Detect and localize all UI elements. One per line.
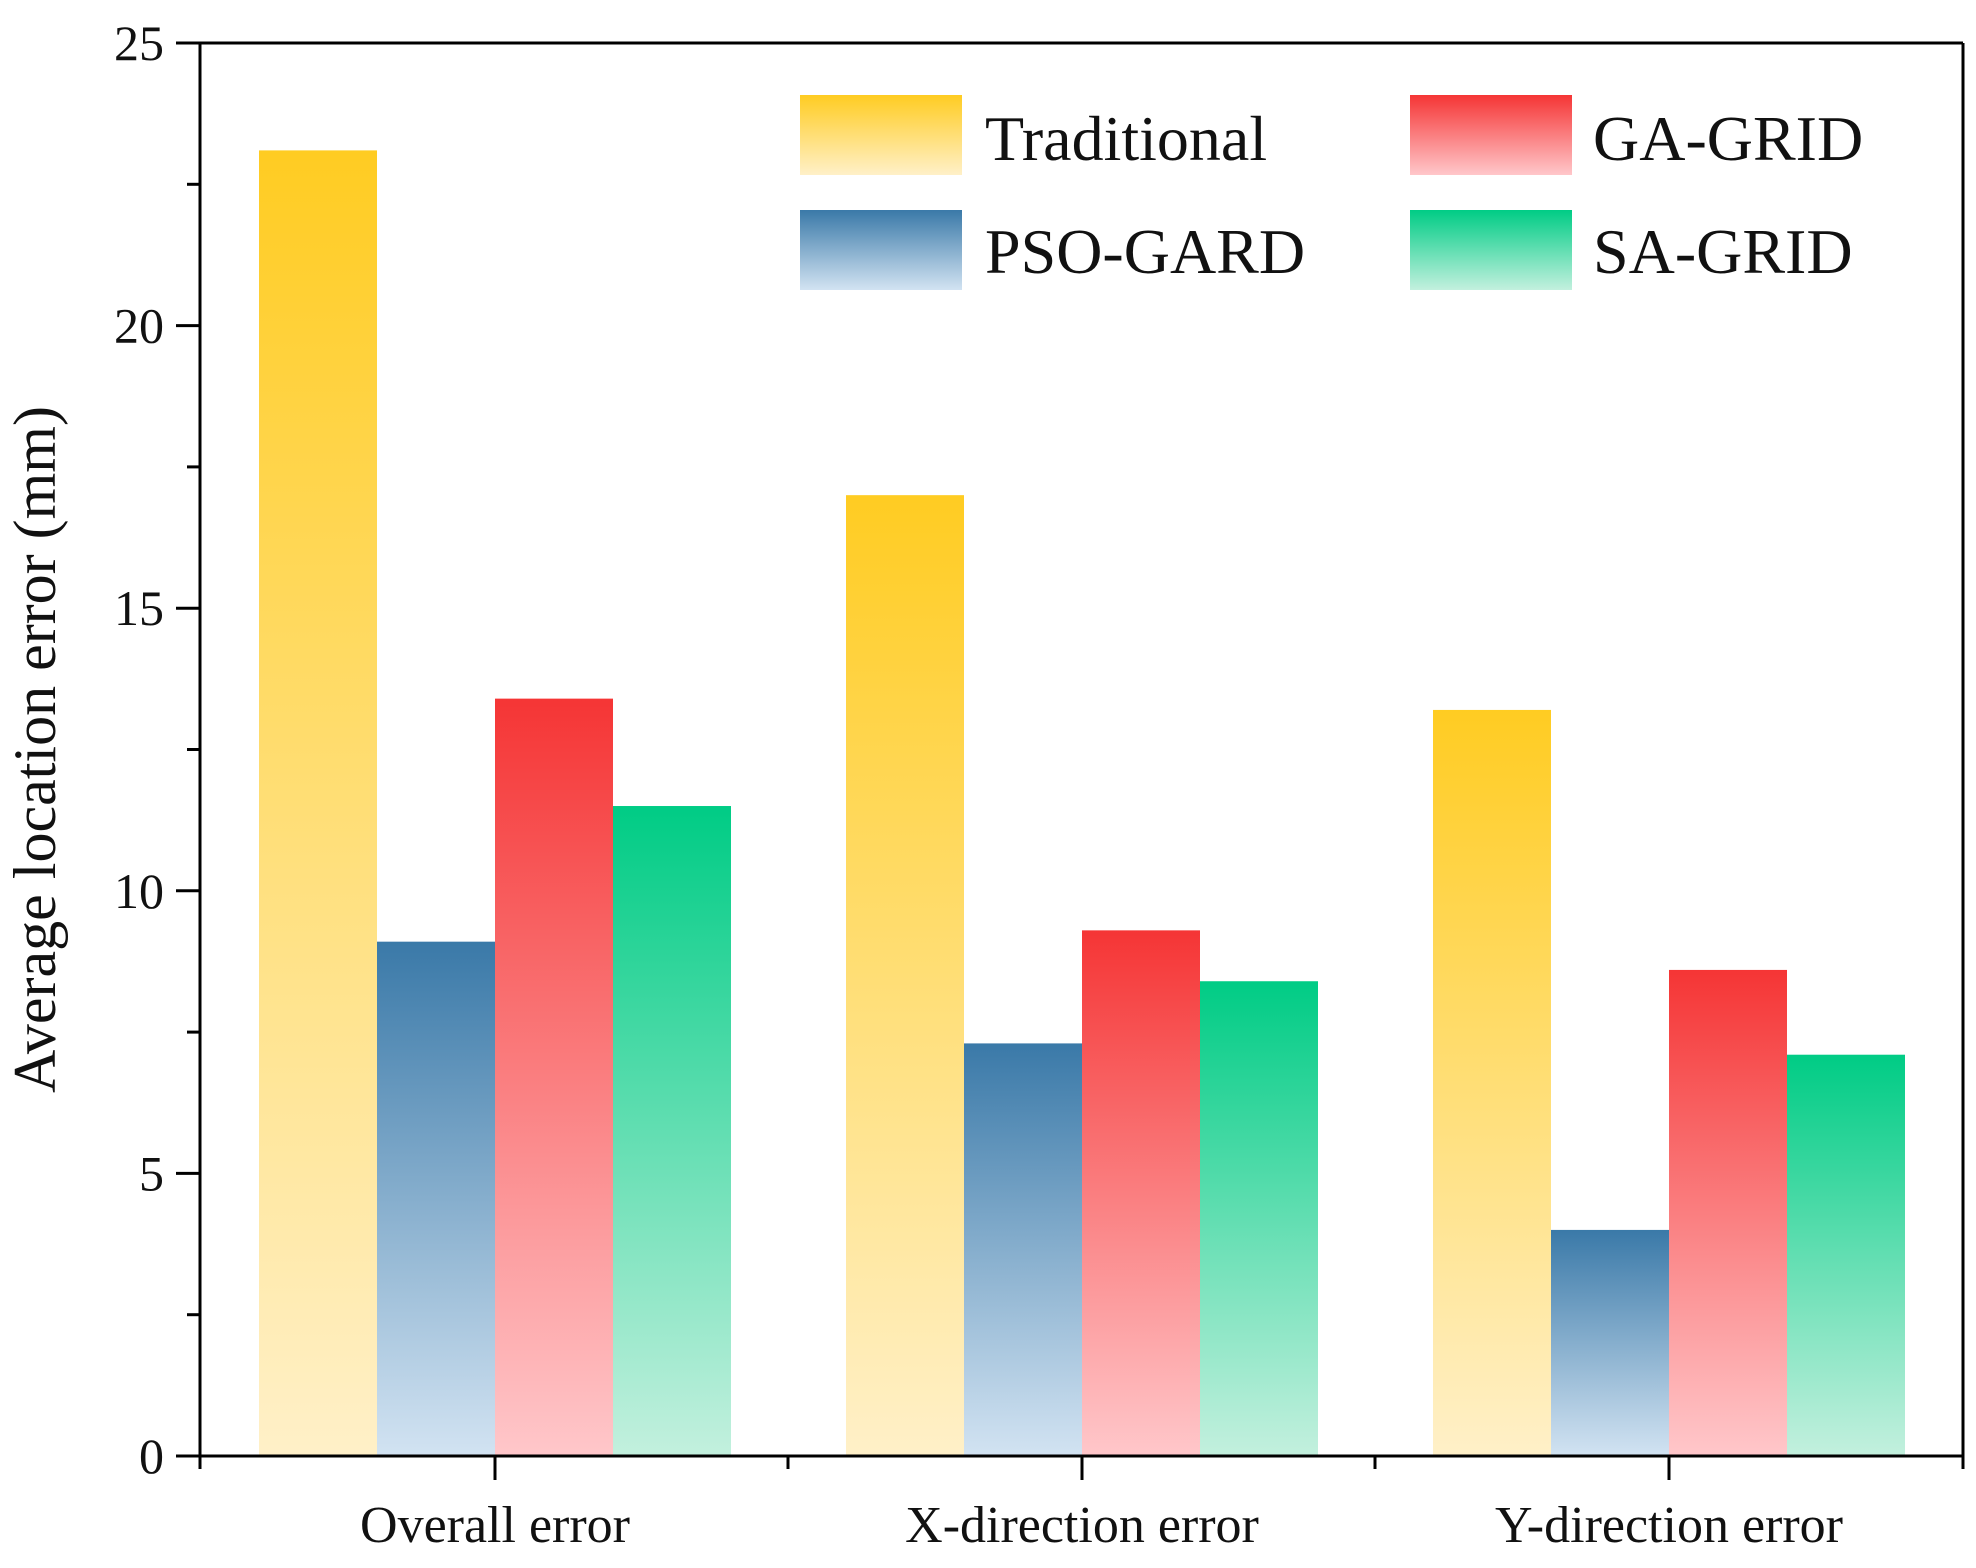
bar-traditional-y-direction-error [1433,709,1551,1456]
x-tick-label-x-direction-error: X-direction error [905,1497,1259,1554]
y-tick-label-0: 0 [139,1428,164,1484]
bar-sa-grid-y-direction-error [1787,1054,1905,1456]
legend-item-sa-grid: SA-GRID [1410,210,1853,290]
y-tick-label-15: 15 [114,580,164,636]
y-tick-label-20: 20 [114,298,164,354]
axes-layer: 0 5 10 15 20 25 Overall error X-direction error… [2,15,1965,1554]
bar-pso-gard-x-direction-error [964,1043,1082,1456]
bar-ga-grid-y-direction-error [1669,969,1787,1456]
x-tick-label-y-direction-error: Y-direction error [1495,1497,1843,1554]
legend-swatch-ga-grid [1410,95,1572,175]
y-tick-label-10: 10 [114,863,164,919]
legend-label-sa-grid: SA-GRID [1593,216,1853,287]
legend-item-pso-gard: PSO-GARD [800,210,1305,290]
bar-ga-grid-x-direction-error [1082,930,1200,1456]
legend-swatch-pso-gard [800,210,962,290]
bar-traditional-overall-error [259,150,377,1457]
bar-traditional-x-direction-error [846,495,964,1456]
y-tick-label-25: 25 [114,15,164,71]
legend-swatch-traditional [800,95,962,175]
bar-sa-grid-x-direction-error [1200,981,1318,1456]
legend-label-traditional: Traditional [985,103,1267,174]
legend-label-ga-grid: GA-GRID [1593,103,1863,174]
y-axis-title: Average location error (mm) [2,406,68,1093]
legend-item-ga-grid: GA-GRID [1410,95,1863,175]
legend-swatch-sa-grid [1410,210,1572,290]
y-tick-label-5: 5 [139,1145,164,1201]
x-tick-label-overall-error: Overall error [360,1497,630,1554]
bar-pso-gard-overall-error [377,941,495,1456]
legend-item-traditional: Traditional [800,95,1267,175]
bars-layer [259,150,1905,1457]
bar-ga-grid-overall-error [495,698,613,1456]
bar-sa-grid-overall-error [613,806,731,1456]
legend-label-pso-gard: PSO-GARD [985,216,1305,287]
legend: Traditional PSO-GARD GA-GRID SA-GRID [800,95,1863,290]
bar-pso-gard-y-direction-error [1551,1229,1669,1456]
